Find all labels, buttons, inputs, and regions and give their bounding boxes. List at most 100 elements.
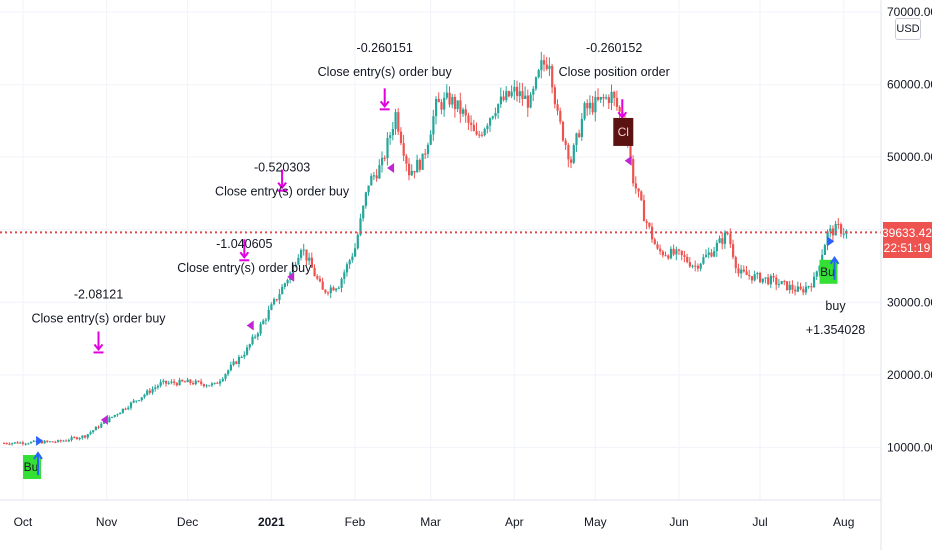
candle <box>494 113 497 117</box>
candle <box>413 170 416 173</box>
candle <box>491 116 494 119</box>
candle <box>170 381 173 383</box>
candle <box>718 238 721 243</box>
candle <box>100 423 103 428</box>
candle <box>567 144 570 160</box>
candle <box>78 437 81 440</box>
buy-label: Bu <box>820 265 835 279</box>
time-axis[interactable]: Oct Nov Dec 2021 Feb Mar Apr May Jun Jul Aug <box>14 515 855 529</box>
candle <box>583 103 586 119</box>
candle <box>111 416 114 418</box>
candle <box>381 157 384 166</box>
candle <box>102 421 106 424</box>
candle <box>842 233 845 235</box>
annotation-value: -0.260151 <box>357 41 413 55</box>
exit-triangle <box>100 414 108 425</box>
candle <box>254 336 257 338</box>
candle <box>732 244 735 258</box>
currency-button[interactable]: USD <box>895 18 921 40</box>
annotation-value: -1.040605 <box>216 237 272 251</box>
candle <box>518 91 521 97</box>
candle <box>148 390 151 393</box>
candle <box>742 269 745 272</box>
candle <box>364 192 367 206</box>
candle <box>737 268 740 274</box>
candle <box>772 275 775 278</box>
candle <box>489 118 492 126</box>
exit-arrow-head <box>93 343 104 352</box>
candle <box>337 287 340 289</box>
candle <box>559 110 562 122</box>
candle <box>597 97 600 100</box>
candle <box>799 286 802 290</box>
candle <box>651 226 654 240</box>
candle <box>351 256 354 261</box>
candle <box>618 106 621 112</box>
x-tick-label: Nov <box>96 515 117 529</box>
candle <box>672 248 675 255</box>
candle <box>802 289 805 293</box>
candle <box>794 289 797 292</box>
candle <box>224 374 227 379</box>
candle <box>248 344 251 348</box>
candle <box>399 131 403 144</box>
candle <box>418 159 421 170</box>
candle <box>51 441 54 443</box>
candle <box>659 248 662 252</box>
candle <box>753 274 756 281</box>
candle <box>796 286 799 292</box>
candle <box>119 412 122 415</box>
candle <box>186 379 189 383</box>
bar-countdown: 22:51:19 <box>884 241 931 255</box>
candle <box>305 249 308 261</box>
candle <box>502 96 505 101</box>
candle <box>456 100 459 110</box>
candle <box>343 272 346 279</box>
candle <box>237 356 241 364</box>
candle <box>767 277 770 285</box>
candle <box>634 183 637 189</box>
candle <box>24 443 27 445</box>
exit-label-box <box>613 117 634 146</box>
candle <box>713 251 716 257</box>
x-tick-label: Jul <box>752 515 767 529</box>
candle <box>424 153 427 155</box>
candle <box>216 382 219 384</box>
candle <box>453 97 457 110</box>
exit-triangle <box>387 163 395 174</box>
candle <box>834 223 837 236</box>
candle <box>750 276 754 281</box>
candle <box>464 109 467 116</box>
candle <box>316 276 319 279</box>
candle <box>480 134 484 136</box>
candle <box>632 159 635 184</box>
candle <box>300 250 303 258</box>
candle <box>281 286 284 295</box>
candle <box>580 118 583 138</box>
buy-arrow-head <box>829 256 840 265</box>
candle <box>278 294 281 300</box>
candle <box>32 440 35 442</box>
candle <box>675 249 678 255</box>
candle <box>521 91 524 100</box>
candle <box>759 272 762 283</box>
candle <box>294 264 297 266</box>
x-tick-label: Apr <box>505 515 524 529</box>
candle <box>426 144 430 154</box>
candle <box>324 289 327 293</box>
candle <box>229 364 232 371</box>
candle <box>575 133 578 146</box>
candle <box>807 286 810 288</box>
exit-triangle <box>624 155 632 166</box>
candle <box>46 440 49 442</box>
candle <box>459 100 462 114</box>
candle <box>92 430 95 433</box>
candle <box>359 218 362 235</box>
buy-arrow-head <box>33 451 43 460</box>
candle <box>445 92 448 98</box>
candle <box>524 95 527 100</box>
candle <box>251 336 254 345</box>
candle <box>815 271 818 277</box>
candle <box>548 65 551 70</box>
